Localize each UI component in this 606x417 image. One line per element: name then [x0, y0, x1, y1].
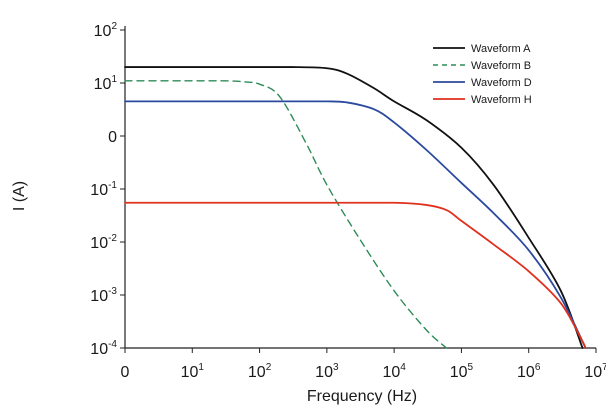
x-tick-label-base: 10 [584, 364, 602, 381]
x-tick-label-exponent: 7 [602, 362, 606, 373]
axes [124, 26, 596, 349]
series-lines [124, 66, 587, 349]
y-tick-label: 10-1 [90, 180, 117, 199]
y-tick-label: 102 [94, 21, 118, 40]
series-line-waveform-b [124, 80, 448, 349]
x-tick-label: 106 [517, 362, 541, 381]
series-line-waveform-h [124, 201, 587, 349]
x-tick-label: 101 [181, 362, 205, 381]
x-tick-label: 107 [584, 362, 606, 381]
x-tick-label-base: 0 [121, 364, 130, 381]
x-tick-label: 105 [450, 362, 474, 381]
y-tick-label-base: 10 [94, 76, 112, 93]
x-tick-label-exponent: 5 [468, 362, 474, 373]
y-tick-label-exponent: -1 [108, 180, 117, 191]
legend-label-waveform-a: Waveform A [471, 43, 531, 55]
y-tick-label: 10-3 [90, 286, 117, 305]
x-tick-label: 103 [315, 362, 339, 381]
y-axis-title: I (A) [11, 181, 28, 211]
y-tick-label: 10-4 [90, 339, 117, 358]
x-tick-label-base: 10 [315, 364, 333, 381]
tick-marks: 0 101 102 103 104 105 106 107102101010-110-210-… [90, 21, 606, 381]
y-tick-label-base: 10 [90, 182, 108, 199]
y-tick-label-base: 10 [94, 23, 112, 40]
x-tick-label: 104 [382, 362, 406, 381]
y-tick-label-base: 10 [90, 235, 108, 252]
x-axis-title: Frequency (Hz) [307, 388, 417, 405]
y-tick-label: 101 [94, 74, 118, 93]
x-tick-label-exponent: 6 [535, 362, 541, 373]
y-tick-label-base: 10 [90, 341, 108, 358]
y-tick-label-exponent: 2 [111, 21, 117, 32]
y-tick-label-exponent: 1 [111, 74, 117, 85]
x-tick-label-exponent: 1 [198, 362, 204, 373]
y-tick-label-exponent: -4 [108, 339, 117, 350]
y-tick-label-exponent: -2 [108, 233, 117, 244]
legend-label-waveform-h: Waveform H [471, 94, 532, 106]
x-tick-label: 102 [248, 362, 272, 381]
x-tick-label-exponent: 3 [333, 362, 339, 373]
legend-label-waveform-d: Waveform D [471, 77, 532, 89]
x-tick-label: 0 [121, 364, 130, 381]
x-tick-label-exponent: 4 [400, 362, 406, 373]
y-tick-label-base: 0 [108, 129, 117, 146]
y-tick-label-exponent: -3 [108, 286, 117, 297]
legend: Waveform A Waveform B Waveform D Waveform H [433, 43, 532, 106]
y-tick-label: 0 [108, 129, 117, 146]
x-tick-label-base: 10 [382, 364, 400, 381]
series-line-waveform-d [124, 100, 587, 349]
legend-label-waveform-b: Waveform B [471, 60, 531, 72]
y-tick-label: 10-2 [90, 233, 117, 252]
x-tick-label-base: 10 [450, 364, 468, 381]
x-tick-label-base: 10 [517, 364, 535, 381]
y-tick-label-base: 10 [90, 288, 108, 305]
series-line-waveform-a [124, 66, 584, 349]
x-tick-label-base: 10 [248, 364, 266, 381]
x-tick-label-base: 10 [181, 364, 199, 381]
x-tick-label-exponent: 2 [266, 362, 272, 373]
